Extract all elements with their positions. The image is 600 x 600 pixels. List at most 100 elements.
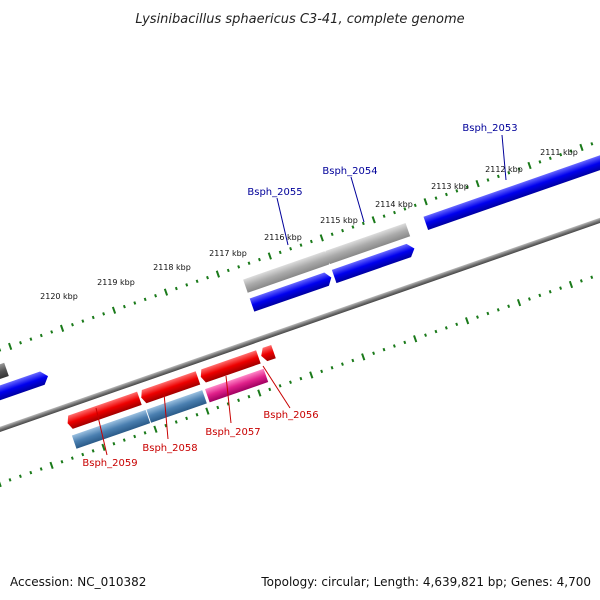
minor-tick xyxy=(403,340,407,345)
minor-tick xyxy=(39,467,43,471)
major-tick xyxy=(309,371,314,379)
minor-tick xyxy=(496,308,500,312)
major-tick xyxy=(111,306,117,314)
minor-tick xyxy=(476,315,479,319)
minor-tick xyxy=(486,178,490,182)
minor-tick xyxy=(309,239,313,244)
minor-tick xyxy=(268,387,272,392)
gene-bsph-2057-red[interactable] xyxy=(198,350,261,383)
gene-bsph-2057[interactable] xyxy=(205,368,269,403)
minor-tick xyxy=(102,312,106,316)
major-tick xyxy=(413,335,418,343)
major-tick xyxy=(527,161,532,170)
minor-tick xyxy=(247,394,251,399)
gene-track-upper-inner xyxy=(0,242,417,412)
gene-label-bsph-2056[interactable]: Bsph_2056 xyxy=(263,410,318,421)
leader-line xyxy=(95,407,108,456)
major-tick xyxy=(163,288,169,296)
minor-tick xyxy=(122,304,126,309)
gene-label-bsph-2055[interactable]: Bsph_2055 xyxy=(247,187,302,198)
gene-bsph-2053[interactable] xyxy=(423,150,600,230)
minor-tick xyxy=(299,376,303,381)
minor-tick xyxy=(382,214,386,218)
major-tick xyxy=(579,143,584,152)
minor-tick xyxy=(143,297,147,302)
minor-tick xyxy=(330,232,334,237)
minor-tick xyxy=(122,438,126,442)
gene-bsph-2059[interactable] xyxy=(71,409,151,449)
gene-label-bsph-2054[interactable]: Bsph_2054 xyxy=(322,166,377,177)
minor-tick xyxy=(0,348,2,352)
minor-tick xyxy=(538,160,542,164)
minor-tick xyxy=(351,225,355,229)
minor-tick xyxy=(548,290,552,294)
gene-bsph-2056-red[interactable] xyxy=(259,344,276,362)
major-tick xyxy=(49,461,54,470)
major-tick xyxy=(153,425,158,433)
tick-labels: 2111 kbp 2112 kbp 2113 kbp 2114 kbp 2115 kbp… xyxy=(40,148,578,301)
gene-bsph-2058-red[interactable] xyxy=(139,371,201,404)
minor-tick xyxy=(50,330,54,334)
minor-tick xyxy=(559,286,563,290)
tick-label: 2111 kbp xyxy=(540,148,578,157)
gene-label-bsph-2058[interactable]: Bsph_2058 xyxy=(142,443,197,454)
tick-label: 2112 kbp xyxy=(485,165,523,174)
major-tick xyxy=(267,252,272,260)
gene-bsph-2058[interactable] xyxy=(146,390,207,423)
minor-tick xyxy=(486,311,490,316)
minor-tick xyxy=(320,369,324,374)
gene-bsph-2059-red[interactable] xyxy=(65,391,142,430)
minor-tick xyxy=(413,203,417,208)
major-tick xyxy=(59,324,65,332)
gene-labels-upper: Bsph_2053 Bsph_2054 Bsph_2055 xyxy=(247,123,518,246)
minor-tick xyxy=(174,420,178,424)
minor-tick xyxy=(361,221,365,226)
minor-tick xyxy=(91,315,95,320)
tick-label: 2114 kbp xyxy=(375,200,413,209)
minor-tick xyxy=(507,304,511,308)
gene-label-bsph-2057[interactable]: Bsph_2057 xyxy=(205,427,260,438)
gene-bsph-2054[interactable] xyxy=(331,242,417,284)
major-tick xyxy=(568,280,574,289)
minor-tick xyxy=(465,185,469,189)
minor-tick xyxy=(403,207,407,211)
gene-track-lower-inner xyxy=(65,344,276,430)
minor-tick xyxy=(226,268,230,273)
minor-tick xyxy=(185,283,189,287)
minor-tick xyxy=(590,142,594,146)
minor-tick xyxy=(496,174,500,179)
gene-label-bsph-2059[interactable]: Bsph_2059 xyxy=(82,458,137,469)
minor-tick xyxy=(237,265,241,269)
gene-bsph-2054-upper[interactable] xyxy=(243,250,334,293)
minor-tick xyxy=(393,210,396,215)
leader-line xyxy=(225,375,232,424)
major-tick xyxy=(205,407,210,415)
gene-bsph-2055[interactable] xyxy=(249,271,334,312)
minor-tick xyxy=(81,452,85,457)
minor-tick xyxy=(71,322,74,327)
upper-tick-scale xyxy=(0,142,594,352)
minor-tick xyxy=(569,149,573,153)
gene-label-bsph-2053[interactable]: Bsph_2053 xyxy=(462,123,517,134)
minor-tick xyxy=(289,246,293,251)
minor-tick xyxy=(143,431,147,435)
minor-tick xyxy=(174,286,178,291)
minor-tick xyxy=(445,192,448,197)
minor-tick xyxy=(341,228,344,233)
minor-tick xyxy=(299,243,303,247)
minor-tick xyxy=(195,279,199,284)
minor-tick xyxy=(8,478,12,482)
minor-tick xyxy=(237,398,240,403)
minor-tick xyxy=(517,167,521,171)
tick-label: 2120 kbp xyxy=(40,292,78,301)
major-tick xyxy=(361,353,366,361)
major-tick xyxy=(475,179,480,188)
minor-tick xyxy=(434,329,438,334)
gene-blue-left[interactable] xyxy=(0,369,50,412)
major-tick xyxy=(0,479,2,488)
minor-tick xyxy=(39,333,43,338)
minor-tick xyxy=(18,474,22,478)
minor-tick xyxy=(527,297,531,301)
gene-bsph-2054-upper-b[interactable] xyxy=(325,223,411,265)
